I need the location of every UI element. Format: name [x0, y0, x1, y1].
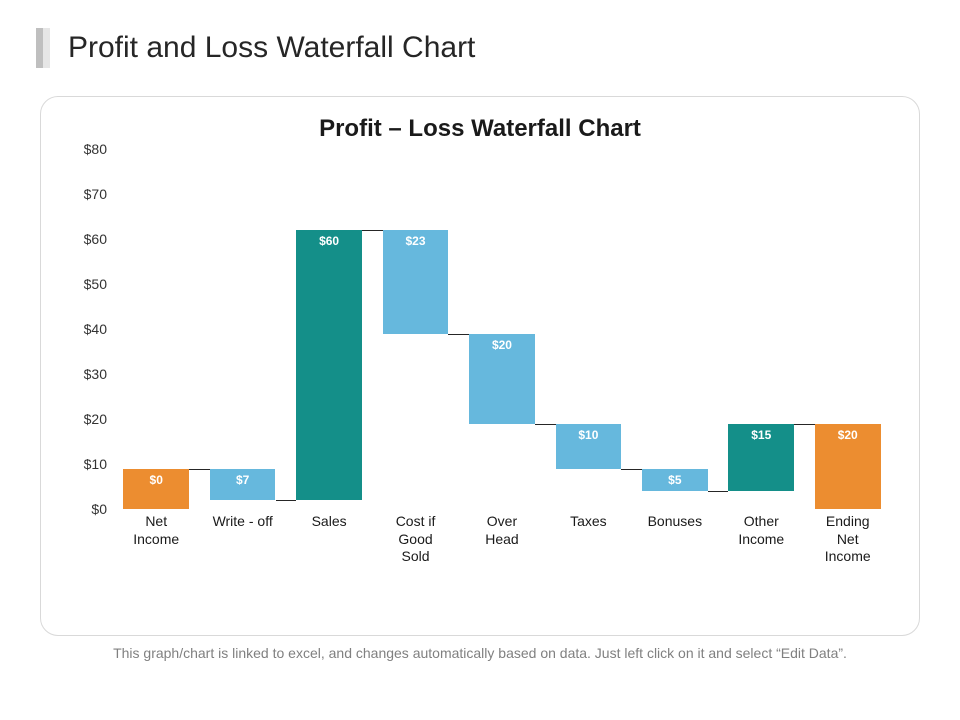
y-axis-tick: $20 — [65, 411, 107, 427]
waterfall-chart: $0$7$60$23$20$10$5$15$20 $0$10$20$30$40$… — [113, 149, 891, 569]
x-axis-label: NetIncome — [113, 513, 199, 566]
bar-value-label: $5 — [642, 473, 708, 487]
bar-slot: $20 — [459, 149, 545, 509]
waterfall-bar: $20 — [469, 334, 535, 424]
y-axis-tick: $0 — [65, 501, 107, 517]
waterfall-bar: $20 — [815, 424, 881, 510]
bar-value-label: $20 — [469, 338, 535, 352]
page-header: Profit and Loss Waterfall Chart — [0, 0, 960, 68]
chart-card: Profit – Loss Waterfall Chart $0 $7 $60 $23… — [40, 96, 920, 636]
chart-title: Profit – Loss Waterfall Chart — [69, 115, 891, 143]
x-axis-label: Sales — [286, 513, 372, 566]
bar-slot: $15 — [718, 149, 804, 509]
x-axis-label: Bonuses — [632, 513, 718, 566]
title-accent-icon — [36, 28, 50, 68]
y-axis-tick: $30 — [65, 366, 107, 382]
x-axis-label: OverHead — [459, 513, 545, 566]
waterfall-connector — [794, 424, 815, 425]
y-axis-tick: $10 — [65, 456, 107, 472]
bar-slot: $7 — [199, 149, 285, 509]
waterfall-bar: $15 — [728, 424, 794, 492]
y-axis-tick: $40 — [65, 321, 107, 337]
x-axis-label: Taxes — [545, 513, 631, 566]
waterfall-bar: $7 — [210, 469, 276, 501]
bar-slot: $10 — [545, 149, 631, 509]
waterfall-connector — [362, 230, 383, 231]
bar-slot: $0 — [113, 149, 199, 509]
waterfall-bar: $0 — [123, 469, 189, 510]
bar-slot: $5 — [632, 149, 718, 509]
chart-footnote: This graph/chart is linked to excel, and… — [60, 644, 900, 663]
waterfall-connector — [708, 491, 729, 492]
y-axis-tick: $50 — [65, 276, 107, 292]
bar-slot: $23 — [372, 149, 458, 509]
page-title: Profit and Loss Waterfall Chart — [68, 31, 475, 65]
waterfall-bar: $60 — [296, 230, 362, 500]
x-axis-label: Write - off — [199, 513, 285, 566]
y-axis-tick: $80 — [65, 141, 107, 157]
bar-value-label: $20 — [815, 428, 881, 442]
bar-value-label: $60 — [296, 234, 362, 248]
bar-slot: $60 — [286, 149, 372, 509]
waterfall-bar: $5 — [642, 469, 708, 492]
waterfall-connector — [448, 334, 469, 335]
waterfall-connector — [535, 424, 556, 425]
bar-value-label: $10 — [556, 428, 622, 442]
x-axis-label: OtherIncome — [718, 513, 804, 566]
x-axis-label: EndingNetIncome — [805, 513, 891, 566]
waterfall-bar: $10 — [556, 424, 622, 469]
y-axis-tick: $70 — [65, 186, 107, 202]
waterfall-connector — [189, 469, 210, 470]
x-axis-label: Cost ifGoodSold — [372, 513, 458, 566]
waterfall-connector — [621, 469, 642, 470]
bar-value-label: $23 — [383, 234, 449, 248]
bar-value-label: $7 — [210, 473, 276, 487]
waterfall-bar: $23 — [383, 230, 449, 334]
waterfall-connector — [276, 500, 297, 501]
bar-value-label: $0 — [123, 473, 189, 487]
y-axis-tick: $60 — [65, 231, 107, 247]
bar-slot: $20 — [805, 149, 891, 509]
bar-value-label: $15 — [728, 428, 794, 442]
